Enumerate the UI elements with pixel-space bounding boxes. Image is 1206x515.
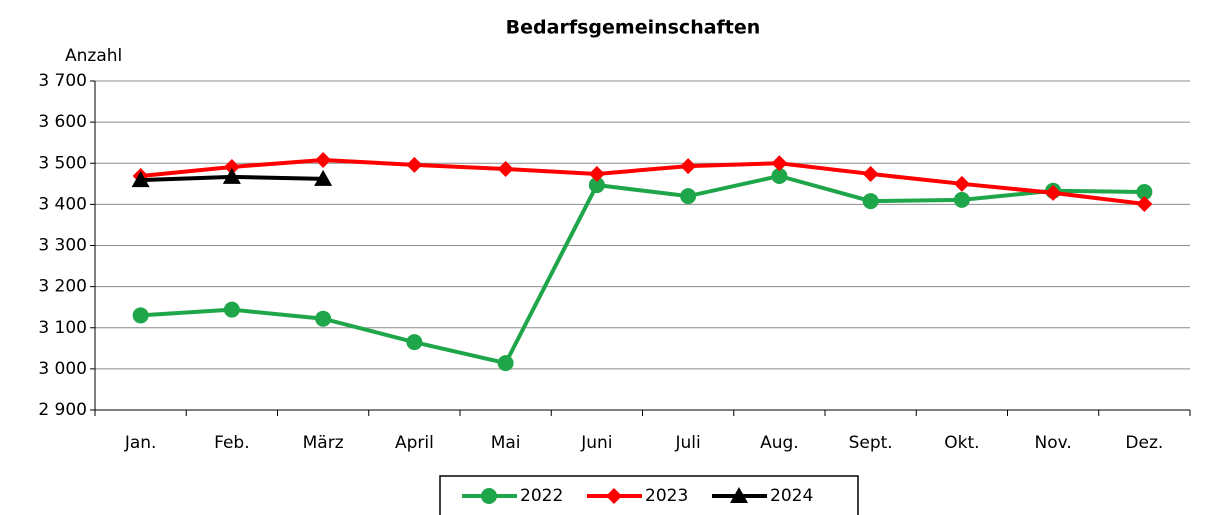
marker — [223, 158, 240, 175]
y-tick-label: 3 300 — [38, 236, 87, 256]
x-tick-label: März — [303, 433, 344, 453]
marker — [315, 310, 332, 327]
marker — [315, 151, 332, 168]
marker — [481, 488, 497, 504]
x-tick-label: Juli — [675, 433, 701, 453]
marker — [223, 301, 240, 318]
x-tick-label: Nov. — [1034, 433, 1071, 453]
marker — [497, 161, 514, 178]
marker — [606, 488, 622, 504]
y-tick-label: 2 900 — [38, 400, 87, 420]
marker — [222, 167, 241, 184]
y-tick-label: 3 600 — [38, 112, 87, 132]
x-tick-label: Juni — [580, 433, 612, 453]
marker — [314, 169, 333, 186]
marker — [771, 167, 788, 184]
marker — [1045, 184, 1062, 201]
series-line — [140, 157, 1145, 206]
x-tick-label: Sept. — [849, 433, 893, 453]
x-tick-label: Mai — [491, 433, 521, 453]
marker — [588, 165, 605, 182]
x-tick-label: Aug. — [760, 433, 799, 453]
x-tick-label: Okt. — [944, 433, 979, 453]
marker — [406, 156, 423, 173]
marker — [680, 158, 697, 175]
y-tick-label: 3 400 — [38, 194, 87, 214]
marker — [953, 175, 970, 192]
y-tick-label: 3 500 — [38, 153, 87, 173]
marker — [406, 334, 423, 351]
marker — [862, 165, 879, 182]
marker — [497, 355, 514, 372]
x-tick-label: Dez. — [1125, 433, 1163, 453]
legend-label: 2024 — [770, 486, 813, 506]
marker — [730, 487, 748, 503]
y-tick-label: 3 700 — [38, 71, 87, 91]
marker — [680, 188, 697, 205]
marker — [771, 155, 788, 172]
marker — [131, 171, 150, 188]
chart-title: Bedarfsgemeinschaften — [506, 17, 761, 39]
marker — [953, 191, 970, 208]
marker — [862, 193, 879, 210]
x-tick-label: Jan. — [124, 433, 157, 453]
y-axis-label: Anzahl — [65, 46, 122, 66]
series-line — [140, 173, 1145, 366]
y-tick-label: 3 100 — [38, 318, 87, 338]
legend-label: 2022 — [520, 486, 563, 506]
marker — [132, 307, 149, 324]
y-tick-label: 3 200 — [38, 277, 87, 297]
marker — [1136, 195, 1153, 212]
y-tick-label: 3 000 — [38, 359, 87, 379]
marker — [588, 177, 605, 194]
x-tick-label: April — [395, 433, 434, 453]
x-tick-label: Feb. — [214, 433, 250, 453]
marker — [1136, 184, 1153, 201]
legend-label: 2023 — [645, 486, 688, 506]
